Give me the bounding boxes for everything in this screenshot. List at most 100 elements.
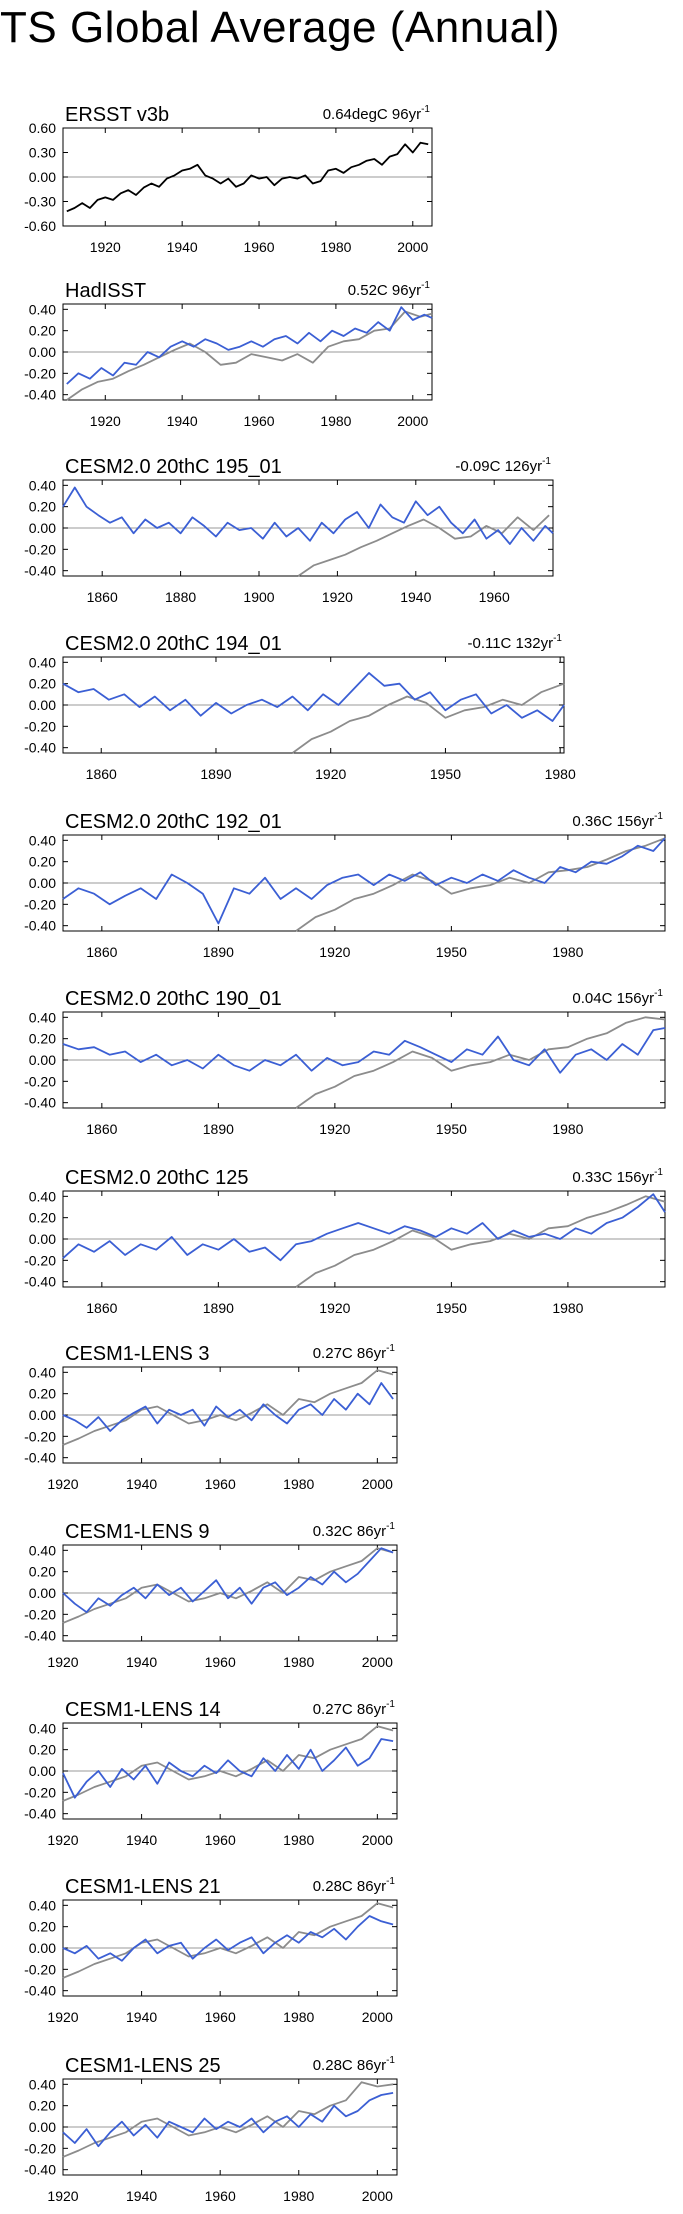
y-tick-label: -0.20 [24,1428,56,1444]
x-tick-label: 1940 [126,2009,157,2025]
x-tick-label: 1960 [205,1654,236,1670]
y-tick-label: 0.20 [29,676,56,692]
chart-panel-11: 0.40 0.20 0.00 -0.20 -0.40 1920 1940 1960 1980 20… [24,1876,398,2025]
y-tick-label: -0.40 [24,1274,56,1290]
series-line-model [62,486,554,545]
y-tick-label: -0.20 [24,1073,56,1089]
y-tick-label: -0.40 [24,1806,56,1822]
y-tick-label: 0.40 [29,1897,56,1913]
series-line-reference [295,837,666,932]
y-tick-label: -0.20 [24,1784,56,1800]
series-line-reference [62,1725,394,1802]
y-tick-label: -0.20 [24,896,56,912]
y-tick-label: 0.40 [29,1542,56,1558]
y-tick-label: 0.20 [29,2098,56,2114]
y-tick-label: 0.20 [29,854,56,870]
y-tick-label: -0.20 [24,541,56,557]
x-tick-label: 2000 [362,1654,393,1670]
x-tick-label: 2000 [397,413,428,429]
x-tick-label: 1920 [319,1121,350,1137]
x-tick-label: 1980 [283,1832,314,1848]
x-tick-label: 1980 [552,944,583,960]
x-tick-label: 1980 [320,239,351,255]
y-tick-label: -0.20 [24,1961,56,1977]
trend-label: -0.09C 126yr-1 [455,456,551,475]
panel-title: HadISST [65,280,146,302]
y-tick-label: 0.00 [29,520,56,536]
x-tick-label: 1980 [552,1121,583,1137]
trend-value: 0.27C 86yr [313,1345,386,1362]
panel-title: CESM1-LENS 14 [65,1699,221,1721]
y-tick-label: 0.00 [29,1585,56,1601]
x-tick-label: 1940 [126,1832,157,1848]
series-line-model [62,1915,394,1962]
panel-title: CESM1-LENS 9 [65,1521,210,1543]
y-tick-label: 0.20 [29,1564,56,1580]
trend-exponent: -1 [386,1699,395,1710]
y-tick-label: -0.30 [24,194,56,210]
chart-panel-8: 0.40 0.20 0.00 -0.20 -0.40 1920 1940 1960 1980 20… [24,1343,398,1492]
chart-panel-2: 0.40 0.20 0.00 -0.20 -0.40 1920 1940 1960 1980 20… [24,280,433,429]
y-tick-label: 0.00 [29,1940,56,1956]
x-tick-label: 1940 [167,239,198,255]
panel-title: CESM2.0 20thC 192_01 [65,811,282,833]
panel-title: CESM2.0 20thC 125 [65,1167,248,1189]
trend-label: 0.27C 86yr-1 [313,1343,396,1362]
chart-panel-5: 0.40 0.20 0.00 -0.20 -0.40 1860 1890 1920 1950 19… [24,811,666,960]
y-tick-label: 0.00 [29,1052,56,1068]
panel-title: CESM1-LENS 25 [65,2055,221,2077]
x-tick-label: 1960 [243,239,274,255]
x-tick-label: 1920 [47,1476,78,1492]
trend-exponent: -1 [386,1876,395,1887]
y-tick-label: -0.40 [24,1450,56,1466]
y-tick-label: -0.40 [24,1628,56,1644]
x-tick-label: 1890 [203,1121,234,1137]
y-tick-label: -0.40 [24,1983,56,1999]
y-tick-label: 0.40 [29,477,56,493]
trend-value: 0.28C 86yr [313,2057,386,2074]
trend-label: 0.32C 86yr-1 [313,1521,396,1540]
trend-label: 0.27C 86yr-1 [313,1699,396,1718]
x-tick-label: 1890 [200,766,231,782]
trend-label: 0.64degC 96yr-1 [323,104,431,123]
y-tick-label: 0.20 [29,1031,56,1047]
trend-value: -0.09C 126yr [455,458,542,475]
panel-title: CESM1-LENS 21 [65,1876,221,1898]
y-tick-label: 0.20 [29,323,56,339]
x-tick-label: 1860 [86,944,117,960]
x-tick-label: 1980 [545,766,576,782]
chart-panel-12: 0.40 0.20 0.00 -0.20 -0.40 1920 1940 1960 1980 20… [24,2055,398,2204]
trend-exponent: -1 [542,456,551,467]
x-tick-label: 1980 [283,2188,314,2204]
y-tick-label: 0.20 [29,499,56,515]
chart-panel-4: 0.40 0.20 0.00 -0.20 -0.40 1860 1890 1920 1950 19… [24,633,576,782]
trend-value: 0.27C 86yr [313,1701,386,1718]
panel-title: ERSST v3b [65,104,169,126]
x-tick-label: 1890 [203,944,234,960]
y-tick-label: 0.00 [29,169,56,185]
trend-exponent: -1 [421,104,430,115]
x-tick-label: 1880 [165,589,196,605]
series-line-reference [62,1902,394,1979]
x-tick-label: 1950 [436,944,467,960]
y-tick-label: 0.40 [29,1009,56,1025]
x-tick-label: 1960 [205,2009,236,2025]
x-tick-label: 1980 [283,1654,314,1670]
x-tick-label: 1980 [283,1476,314,1492]
trend-label: 0.28C 86yr-1 [313,1876,396,1895]
page-title: TS Global Average (Annual) [0,3,561,52]
panel-title: CESM2.0 20thC 194_01 [65,633,282,655]
trend-label: 0.28C 86yr-1 [313,2055,396,2074]
y-tick-label: -0.60 [24,218,56,234]
y-tick-label: -0.40 [24,2162,56,2178]
series-line-reference [62,1547,394,1624]
series-line-reference [295,1195,666,1288]
series-line-model [62,1382,394,1432]
trend-value: 0.64degC 96yr [323,106,421,123]
x-tick-label: 1960 [243,413,274,429]
x-tick-label: 1960 [205,1832,236,1848]
x-tick-label: 1960 [205,2188,236,2204]
x-tick-label: 1980 [283,2009,314,2025]
trend-value: 0.52C 96yr [348,282,421,299]
